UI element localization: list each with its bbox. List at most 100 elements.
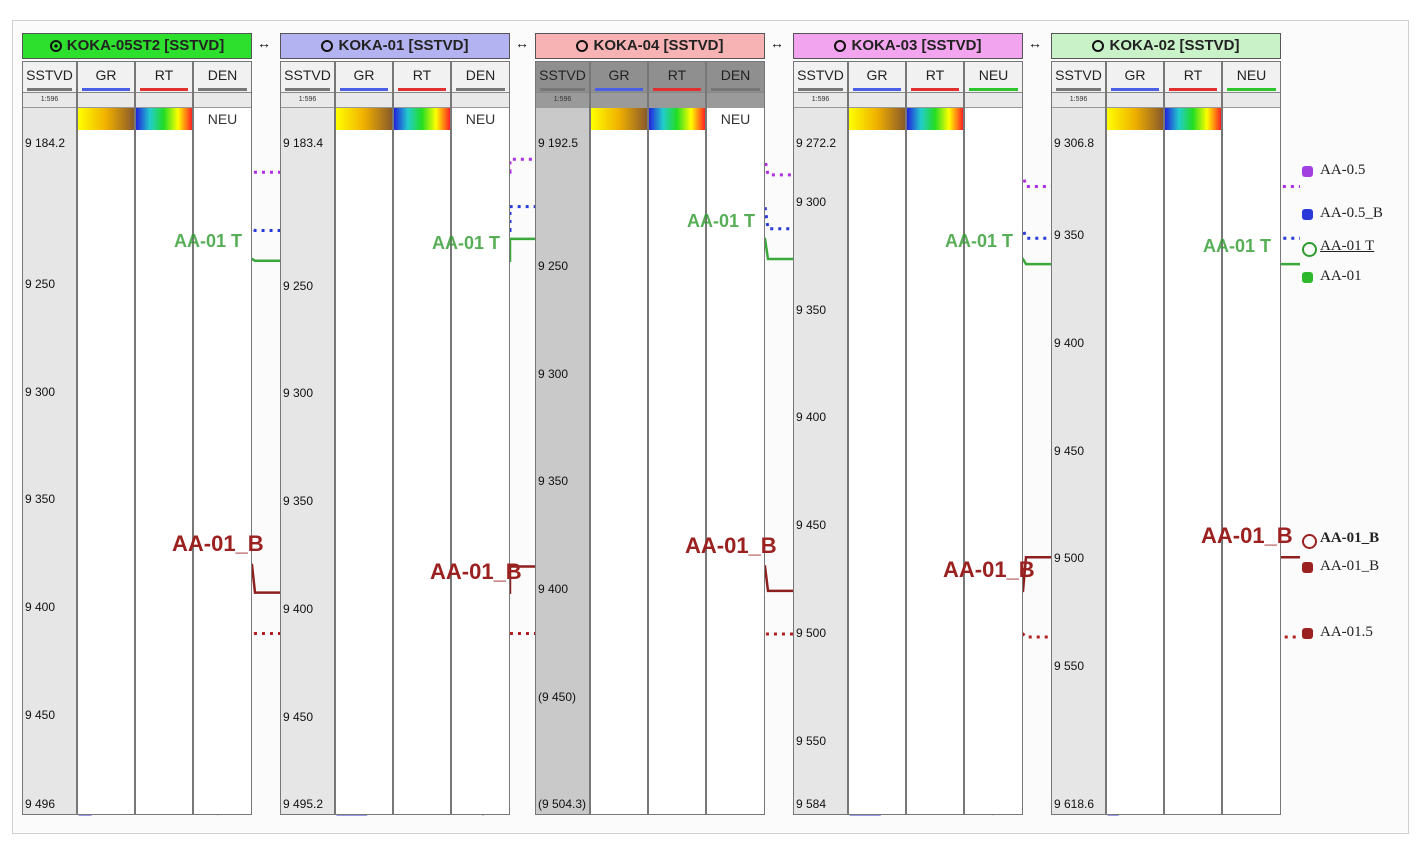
track-scale — [1107, 93, 1163, 108]
well-header: KOKA-03 [SSTVD] — [793, 33, 1023, 59]
depth-tick-label: 9 300 — [538, 366, 569, 381]
depth-bottom-label: 9 618.6 — [1054, 797, 1095, 811]
track-scale — [336, 93, 392, 108]
well-header: KOKA-04 [SSTVD] — [535, 33, 765, 59]
curve-scale-line — [853, 88, 901, 91]
track-scale — [907, 93, 963, 108]
link-arrow-icon: ↔ — [1028, 35, 1042, 51]
track-rt: RT — [648, 61, 706, 815]
legend-label: AA-01 T — [1320, 238, 1375, 254]
horizon-label: AA-01 T — [1203, 236, 1272, 257]
curve-scale-line — [1169, 88, 1217, 91]
track-den: DEN NEU — [193, 61, 252, 815]
depth-bottom-label: 9 496 — [25, 797, 56, 811]
link-arrow-icon: ↔ — [257, 35, 271, 51]
track-header: NEU — [1223, 62, 1280, 93]
gr-color-scale — [591, 108, 647, 130]
track-neu: NEU — [1222, 61, 1281, 815]
track-header: SSTVD — [794, 62, 847, 93]
curve-scale-line — [540, 88, 585, 91]
depth-tick-label: 9 500 — [1054, 551, 1085, 566]
legend-marker-icon — [1302, 562, 1313, 573]
rt-color-scale — [649, 108, 705, 130]
depth-bottom-label: 9 495.2 — [283, 797, 324, 811]
rt-color-scale — [907, 108, 963, 130]
track-header: RT — [649, 62, 705, 93]
well-name: KOKA-01 [SSTVD] — [338, 37, 469, 54]
track-header: GR — [1107, 62, 1163, 93]
legend-label: AA-0.5 — [1320, 162, 1366, 178]
track-header: SSTVD — [23, 62, 76, 93]
curve-scale-line — [340, 88, 388, 91]
depth-tick-label: 9 550 — [1054, 659, 1085, 674]
track-scale — [1223, 93, 1280, 108]
horizon-label: AA-01_B — [430, 558, 522, 584]
depth-tick-label: 9 300 — [796, 194, 827, 209]
track-header: DEN — [707, 62, 764, 93]
link-arrow-icon: ↔ — [770, 35, 784, 51]
horizon-label: AA-01_B — [172, 530, 264, 556]
legend-marker-icon — [1302, 534, 1317, 549]
depth-tick-label: 9 350 — [25, 492, 56, 507]
legend-label: AA-01_B — [1320, 530, 1380, 546]
curve-scale-line — [456, 88, 505, 91]
extra-track-label: NEU — [465, 111, 496, 127]
track-sstvd: SSTVD 1:596 — [1051, 61, 1106, 815]
curve-scale-line — [1056, 88, 1101, 91]
depth-tick-label: 9 450 — [796, 518, 827, 533]
track-header: GR — [78, 62, 134, 93]
track-gr: GR — [335, 61, 393, 815]
depth-tick-label: 9 250 — [25, 276, 56, 291]
track-sstvd: SSTVD 1:596 — [280, 61, 335, 815]
track-rt: RT — [135, 61, 193, 815]
depth-tick-label: 9 400 — [25, 600, 56, 615]
rt-color-scale — [136, 108, 192, 130]
depth-top-label: 9 184.2 — [25, 136, 66, 150]
well-header: KOKA-02 [SSTVD] — [1051, 33, 1281, 59]
track-neu: NEU — [964, 61, 1023, 815]
depth-tick-label: 9 450 — [1054, 443, 1085, 458]
extra-track-label — [965, 108, 1022, 130]
gr-color-scale — [78, 108, 134, 130]
track-header: DEN — [194, 62, 251, 93]
horizon-label: AA-01 T — [174, 230, 243, 251]
depth-tick-label: 9 550 — [796, 733, 827, 748]
depth-tick-label: 9 350 — [538, 474, 569, 489]
curve-scale-line — [595, 88, 643, 91]
horizon-label: AA-01_B — [685, 532, 777, 558]
depth-tick-label: 9 250 — [283, 278, 314, 293]
track-gr: GR — [77, 61, 135, 815]
track-sstvd: SSTVD 1:596 — [793, 61, 848, 815]
well-name: KOKA-03 [SSTVD] — [851, 37, 982, 54]
curve-scale-line — [140, 88, 188, 91]
legend-label: AA-01_B — [1320, 558, 1380, 574]
track-header: SSTVD — [536, 62, 589, 93]
well-name: KOKA-04 [SSTVD] — [593, 37, 724, 54]
vertical-well-icon — [834, 40, 847, 52]
horizon-label: AA-01_B — [1201, 523, 1293, 549]
curve-scale-line — [911, 88, 959, 91]
track-rt: RT — [906, 61, 964, 815]
depth-tick-label: 9 450 — [283, 709, 314, 724]
depth-tick-label: 9 400 — [283, 601, 314, 616]
curve-scale-line — [82, 88, 130, 91]
extra-track-label — [1223, 108, 1280, 130]
track-scale — [194, 93, 251, 108]
rt-color-scale — [394, 108, 450, 130]
well-name: KOKA-05ST2 [SSTVD] — [66, 37, 225, 54]
track-scale: 1:596 — [1052, 93, 1105, 108]
curve-scale-line — [198, 88, 247, 91]
track-scale — [965, 93, 1022, 108]
depth-tick-label: 9 300 — [25, 384, 56, 399]
curve-scale-line — [1111, 88, 1159, 91]
legend-label: AA-01.5 — [1320, 624, 1373, 640]
track-gr: GR — [1106, 61, 1164, 815]
track-scale — [1165, 93, 1221, 108]
legend-marker-icon — [1302, 209, 1313, 220]
track-gr: GR — [590, 61, 648, 815]
curve-scale-line — [398, 88, 446, 91]
track-scale — [136, 93, 192, 108]
track-header: GR — [591, 62, 647, 93]
rt-color-scale — [1165, 108, 1221, 130]
